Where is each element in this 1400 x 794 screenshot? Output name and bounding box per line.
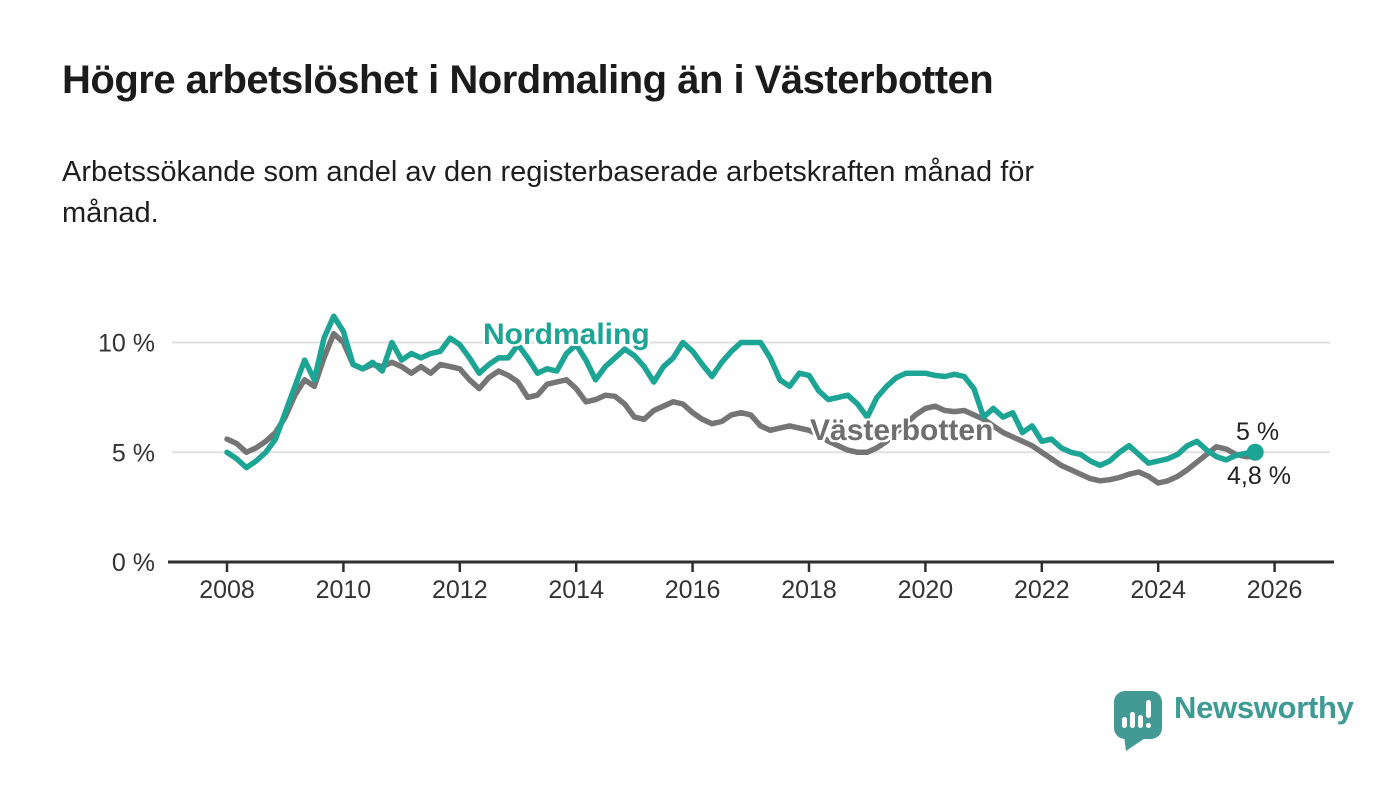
series-line-västerbotten (224, 330, 1258, 486)
y-tick-label-0: 0 % (112, 549, 155, 577)
x-tick-label-2020: 2020 (898, 576, 954, 604)
series-label-nordmaling: Nordmaling (483, 318, 650, 351)
y-tick-label-5: 5 % (112, 439, 155, 467)
end-value-vasterbotten: 4,8 % (1227, 462, 1291, 490)
end-value-nordmaling: 5 % (1236, 418, 1280, 446)
series-label-vasterbotten: Västerbotten (810, 414, 994, 447)
newsworthy-brand-text: Newsworthy (1174, 690, 1354, 725)
x-tick-label-2014: 2014 (548, 576, 604, 604)
x-tick-label-2016: 2016 (665, 576, 721, 604)
x-tick-label-2024: 2024 (1130, 576, 1186, 604)
x-tick-label-2026: 2026 (1247, 576, 1303, 604)
subtitle-line-1: Arbetssökande som andel av den registerb… (62, 156, 1035, 188)
newsworthy-brand: Newsworthy (1112, 688, 1354, 752)
x-tick-label-2012: 2012 (432, 576, 488, 604)
x-tick-label-2010: 2010 (316, 576, 372, 604)
series-end-dot-nordmaling (1246, 443, 1264, 461)
newsworthy-logo-icon (1114, 691, 1162, 751)
x-tick-label-2018: 2018 (781, 576, 837, 604)
series-line-nordmaling (224, 313, 1258, 471)
page-title: Högre arbetslöshet i Nordmaling än i Väs… (62, 58, 994, 102)
subtitle-line-2: månad. (62, 197, 159, 229)
x-tick-label-2008: 2008 (199, 576, 255, 604)
x-tick-label-2022: 2022 (1014, 576, 1070, 604)
y-tick-label-10: 10 % (98, 330, 155, 358)
chart-subtitle: Arbetssökande som andel av den registerb… (62, 152, 1034, 234)
